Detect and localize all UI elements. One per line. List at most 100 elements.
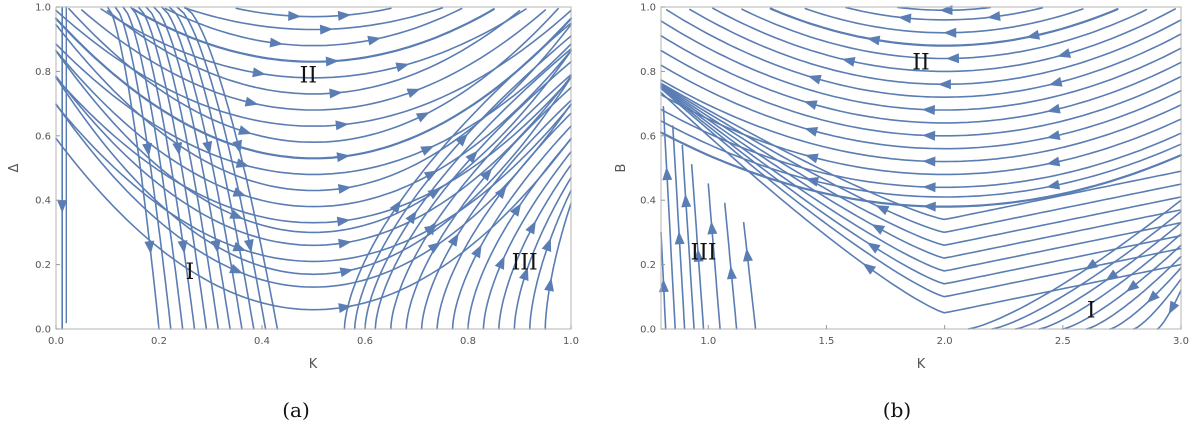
panel-a-flow-arrow [447, 233, 459, 247]
panel-b: 1.0 1.5 2.0 2.5 3.0 0.00.20.40.60.81.0 IIIII… [614, 3, 1189, 423]
panel-b-y-tick-label: 0.8 [640, 67, 656, 78]
panel-a-streamline [374, 60, 572, 330]
panel-b-streamline [660, 91, 1182, 314]
panel-b-y-axis-label: B [614, 164, 629, 173]
panel-a-streamline [420, 99, 572, 330]
panel-b-streamline [991, 210, 1182, 330]
panel-b-flow-arrow [1057, 48, 1072, 58]
panel-a-streamline [132, 8, 495, 63]
panel-a-streamline [106, 6, 160, 330]
panel-a-flow-arrow [329, 88, 343, 99]
panel-a-flow-arrow [480, 168, 493, 182]
panel-a-streamline [176, 6, 267, 330]
panel-a-flow-arrow [172, 141, 183, 156]
panel-b-streamline [690, 164, 705, 330]
panel-b-streamline [660, 85, 1182, 272]
panel-a-streamline [153, 6, 231, 330]
panel-b-flow-arrow [1146, 290, 1160, 303]
panel-a-streamline [122, 6, 184, 330]
panel-a-streamline [55, 50, 572, 234]
panel-a-flow-arrow [337, 184, 352, 194]
panel-b-x-tick-label: 1.0 [700, 336, 716, 347]
panel-a-streamline [54, 17, 573, 160]
panel-b-region-label: III [691, 241, 717, 266]
panel-b-streamline [1014, 221, 1182, 330]
panel-b-streamline [660, 82, 1182, 221]
panel-a-flow-arrow [509, 203, 522, 217]
panel-b-flow-arrow [803, 100, 818, 110]
panel-b-flow-arrow [939, 5, 953, 16]
panel-a-x-tick-label: 0.2 [151, 336, 167, 347]
panel-a-streamline [129, 6, 196, 330]
panel-b-x-tick-label: 1.5 [819, 336, 835, 347]
panel-a-streamline [343, 22, 572, 330]
panel-a-streamline [100, 8, 527, 79]
panel-a-flow-arrow [465, 150, 478, 164]
panel-b-flow-arrow [804, 153, 819, 164]
panel-b-flow-arrow [1105, 269, 1119, 282]
panel-a-region-label: III [512, 250, 538, 275]
panel-b-flow-arrow [693, 248, 704, 262]
panel-b-x-ticks: 1.0 1.5 2.0 2.5 3.0 [700, 325, 1189, 347]
panel-b-streamline [666, 9, 1182, 99]
panel-b-streamline [660, 108, 1182, 189]
panel-b-flow-arrow [1026, 29, 1040, 40]
panel-a-flow-arrow [544, 277, 554, 292]
panel-b-y-tick-label: 0.2 [640, 260, 656, 271]
panel-b-streamline [660, 34, 1182, 124]
panel-b-flow-arrow [1126, 279, 1140, 292]
panel-a-flow-arrow [338, 238, 352, 249]
panel-b-flow-arrow [898, 13, 912, 24]
panel-a-flow-arrow [420, 145, 435, 156]
panel-a-flow-arrow [367, 35, 382, 46]
panel-a-streamline [184, 6, 279, 330]
panel-a-streamline [498, 164, 572, 330]
panel-a-flow-arrow [202, 140, 213, 155]
panel-a-flow-arrow [57, 200, 68, 214]
panel-b-flow-arrow [1084, 258, 1099, 271]
panel-a-flow-arrow [325, 56, 339, 67]
panel-a-flow-arrow [142, 142, 153, 157]
panel-a-streamline [55, 76, 572, 276]
panel-b-flow-arrow [922, 182, 936, 193]
panel-b-flow-arrow [871, 224, 886, 235]
panel-b-flow-arrow [1168, 300, 1180, 315]
panel-a-streamline [55, 75, 572, 247]
panel-b-flow-arrow [681, 194, 692, 208]
panel-a-streamline [114, 6, 172, 330]
panel-a-streamline [55, 103, 572, 263]
panel-a-streamline [184, 7, 444, 31]
panel-b-streamline [712, 7, 1176, 73]
panel-b-x-axis-label: K [917, 357, 926, 372]
panel-b-frame [660, 6, 1182, 330]
panel-b-streamline [681, 144, 695, 330]
panel-b-streamline [660, 79, 1182, 163]
panel-b-streamline [689, 8, 1182, 86]
panel-a-flow-arrow [455, 133, 468, 147]
panel-a-streamline [529, 189, 572, 330]
panel-b-y-tick-label: 0.6 [640, 131, 656, 142]
panel-b-flow-arrow [862, 263, 877, 275]
panel-b-x-tick-label: 2.0 [937, 336, 953, 347]
panel-a-streamline [145, 6, 219, 330]
panel-a-streamlines [54, 6, 573, 330]
panel-a-streamline [55, 49, 572, 208]
panel-b-flow-arrow [922, 130, 936, 141]
panel-a: 0.0 0.2 0.4 0.6 0.8 1.0 0.00.20.40.60.81.0 II… [7, 3, 579, 423]
panel-a-y-tick-label: 0.0 [35, 325, 51, 336]
panel-a-flow-arrow [339, 267, 354, 278]
panel-a-flow-arrow [338, 303, 352, 313]
panel-a-flow-arrow [210, 239, 221, 254]
panel-b-streamline [1085, 255, 1182, 330]
panel-b-streamline [742, 221, 757, 330]
panel-a-x-tick-label: 0.4 [254, 336, 270, 347]
panel-b-streamline [662, 106, 676, 330]
panel-a-streamline [482, 151, 572, 330]
panel-b-flow-arrow [1046, 179, 1061, 190]
panel-b-y-tick-label: 0.4 [640, 196, 656, 207]
panel-a-y-axis-label: Δ [7, 163, 22, 172]
panel-a-flow-arrow [244, 96, 259, 107]
panel-b-streamline [967, 199, 1182, 330]
panel-b-flow-arrow [658, 279, 669, 293]
